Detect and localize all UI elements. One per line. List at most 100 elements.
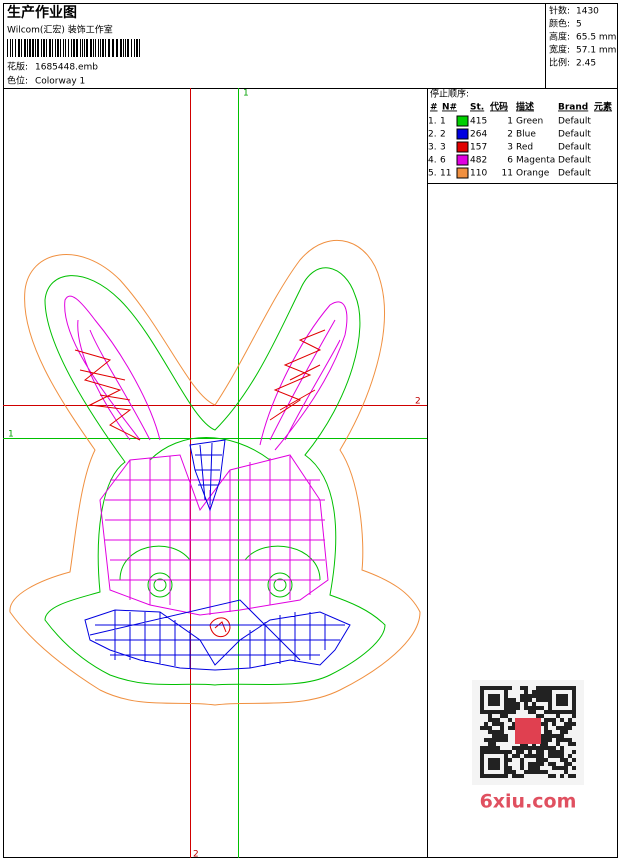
qr-cell xyxy=(544,710,548,714)
qr-cell xyxy=(536,698,540,702)
qr-cell xyxy=(524,706,528,710)
qr-cell xyxy=(556,738,560,742)
qr-cell xyxy=(496,734,500,738)
qr-cell xyxy=(560,738,564,742)
qr-cell xyxy=(532,746,536,750)
qr-cell xyxy=(516,754,520,758)
qr-cell xyxy=(544,722,548,726)
qr-cell xyxy=(500,722,504,726)
stop-number: 4. xyxy=(428,156,437,166)
qr-cell xyxy=(512,770,516,774)
barcode-bar xyxy=(84,39,85,57)
qr-cell xyxy=(524,754,528,758)
qr-cell xyxy=(484,746,488,750)
stitches: 264 xyxy=(470,130,487,140)
qr-cell xyxy=(552,762,556,766)
barcode-bar xyxy=(27,39,28,57)
qr-cell xyxy=(540,762,544,766)
qr-cell xyxy=(536,762,540,766)
description: Orange xyxy=(516,169,550,179)
qr-cell xyxy=(556,766,560,770)
qr-cell xyxy=(528,710,532,714)
colorway-value: Colorway 1 xyxy=(35,77,85,87)
qr-cell xyxy=(508,718,512,722)
qr-cell xyxy=(540,758,544,762)
qr-cell xyxy=(560,730,564,734)
qr-cell xyxy=(512,754,516,758)
qr-cell xyxy=(496,722,500,726)
spec-label: 颜色: xyxy=(549,18,570,30)
barcode-bar xyxy=(10,39,11,57)
qr-cell xyxy=(560,718,564,722)
qr-cell xyxy=(560,750,564,754)
barcode-bar xyxy=(131,39,132,57)
qr-cell xyxy=(564,726,568,730)
qr-cell xyxy=(536,714,540,718)
qr-cell xyxy=(528,698,532,702)
qr-cell xyxy=(536,694,540,698)
qr-cell xyxy=(508,726,512,730)
qr-cell xyxy=(552,734,556,738)
qr-cell xyxy=(564,730,568,734)
qr-cell xyxy=(544,718,548,722)
qr-cell xyxy=(484,738,488,742)
guide-label: 1 xyxy=(243,89,249,99)
qr-cell xyxy=(516,746,520,750)
barcode-bar xyxy=(98,39,99,57)
qr-cell xyxy=(524,770,528,774)
qr-cell xyxy=(492,746,496,750)
column-header: 元素 xyxy=(594,101,612,113)
qr-cell xyxy=(532,770,536,774)
colorway-label: 色位: xyxy=(7,75,28,87)
column-header: # xyxy=(430,103,438,113)
qr-cell xyxy=(536,766,540,770)
qr-cell xyxy=(536,754,540,758)
needle: 3 xyxy=(440,143,446,153)
qr-cell xyxy=(572,722,576,726)
qr-logo xyxy=(515,718,541,744)
barcode-bar xyxy=(37,39,39,57)
qr-cell xyxy=(512,774,516,778)
qr-cell xyxy=(544,770,548,774)
code: 2 xyxy=(507,130,513,140)
watermark: 6xiu.com xyxy=(480,791,577,813)
barcode-bar xyxy=(123,39,124,57)
qr-cell xyxy=(560,746,564,750)
description: Red xyxy=(516,143,533,153)
description: Magenta xyxy=(516,156,555,166)
qr-cell xyxy=(572,766,576,770)
qr-cell xyxy=(564,762,568,766)
qr-cell xyxy=(548,718,552,722)
barcode xyxy=(7,39,140,57)
qr-cell xyxy=(520,762,524,766)
qr-cell xyxy=(500,726,504,730)
qr-cell xyxy=(544,690,548,694)
qr-cell xyxy=(520,750,524,754)
column-header: 描述 xyxy=(516,101,534,113)
spec-label: 宽度: xyxy=(549,44,570,56)
qr-cell xyxy=(520,746,524,750)
qr-cell xyxy=(524,746,528,750)
qr-cell xyxy=(512,726,516,730)
qr-cell xyxy=(540,714,544,718)
barcode-bar xyxy=(76,39,78,57)
qr-cell xyxy=(528,706,532,710)
qr-cell xyxy=(508,766,512,770)
qr-cell xyxy=(508,702,512,706)
qr-cell xyxy=(516,702,520,706)
qr-cell xyxy=(536,758,540,762)
barcode-bar xyxy=(46,39,47,57)
column-header: N# xyxy=(442,103,457,113)
qr-cell xyxy=(520,686,524,690)
qr-cell xyxy=(512,722,516,726)
barcode-bar xyxy=(21,39,22,57)
stop-number: 1. xyxy=(428,117,437,127)
color-swatch xyxy=(456,141,469,153)
needle: 6 xyxy=(440,156,446,166)
qr-cell xyxy=(572,758,576,762)
barcode-bar xyxy=(90,39,92,57)
qr-cell xyxy=(528,762,532,766)
qr-cell xyxy=(508,686,512,690)
barcode-bar xyxy=(55,39,56,57)
barcode-bar xyxy=(12,39,13,57)
